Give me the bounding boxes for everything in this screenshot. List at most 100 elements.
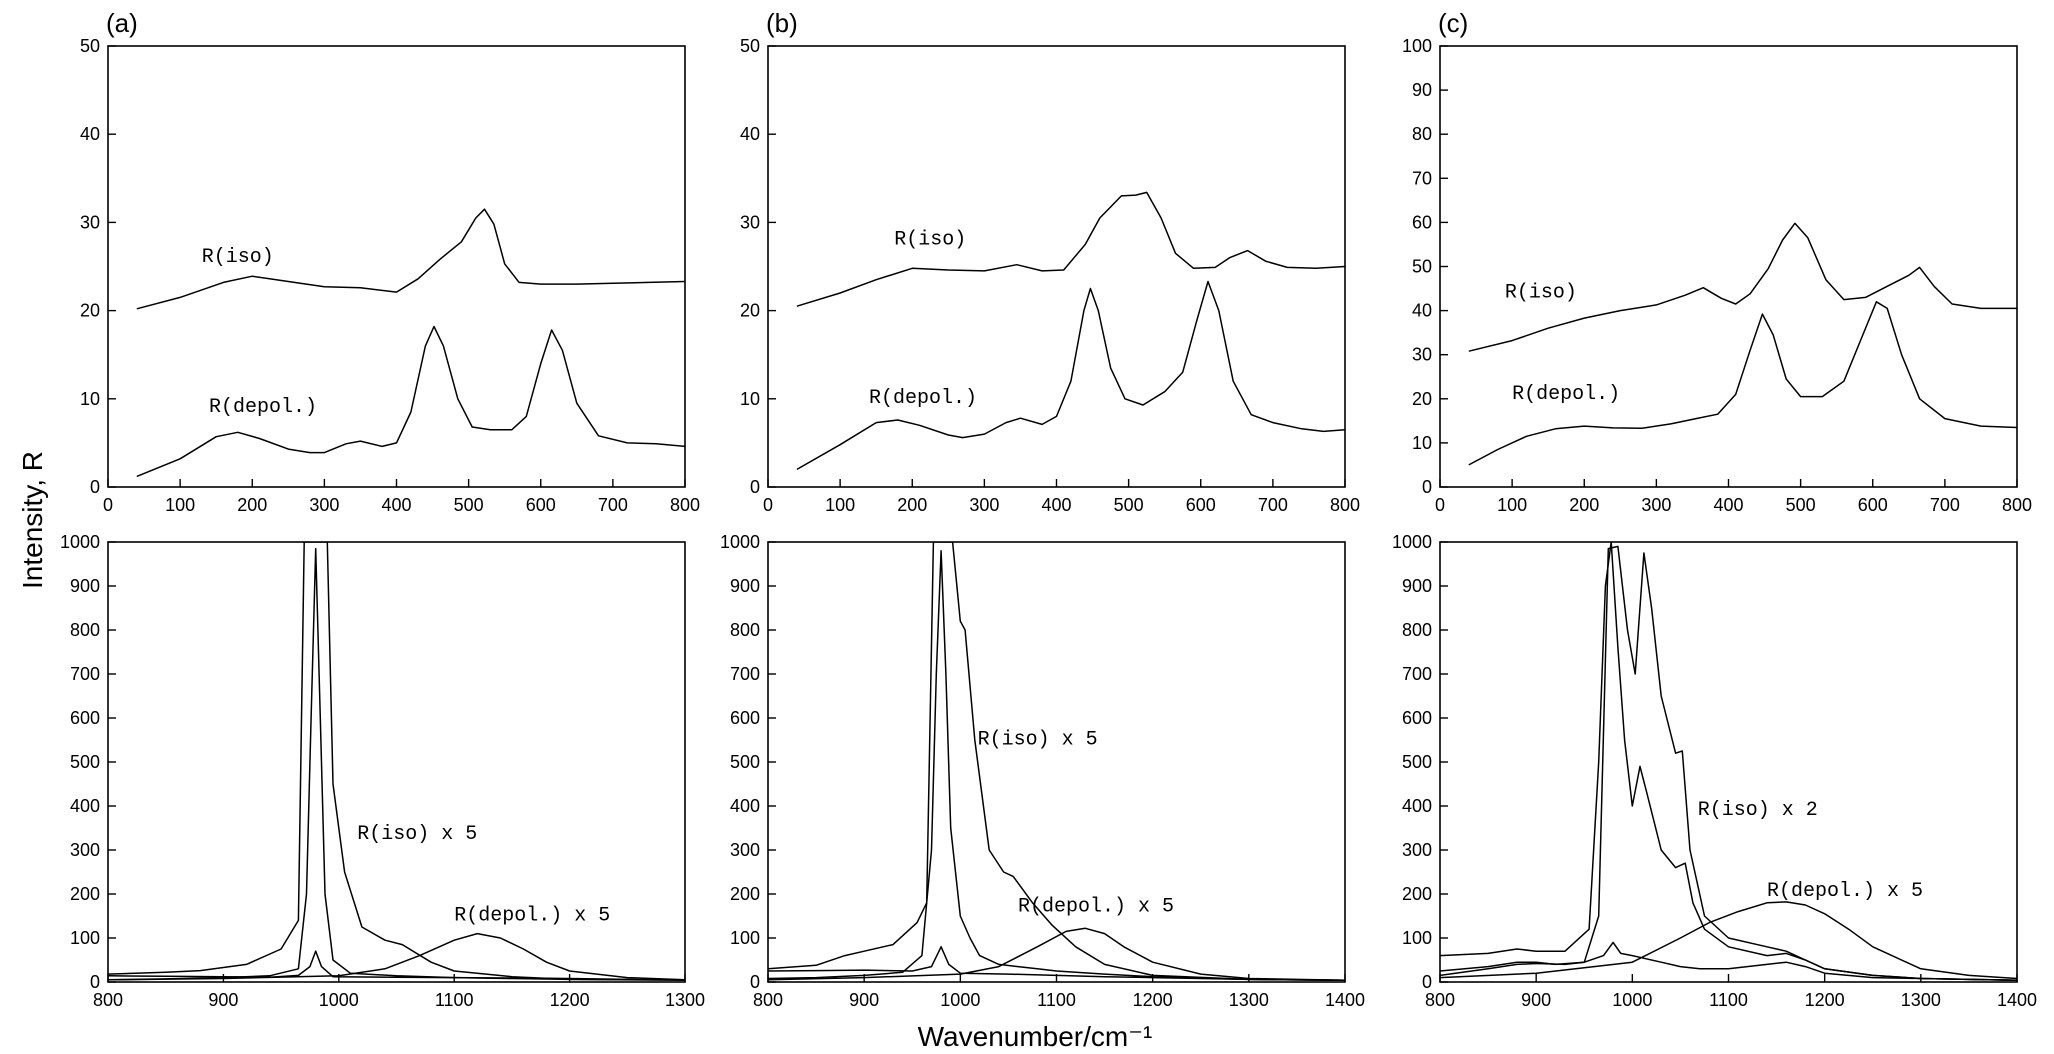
series-annotation: R(iso) (1505, 281, 1577, 304)
x-tick-label: 700 (1930, 495, 1960, 515)
y-tick-label: 50 (80, 36, 100, 56)
y-tick-label: 400 (70, 796, 100, 816)
y-tick-label: 300 (1402, 840, 1432, 860)
y-tick-label: 20 (80, 301, 100, 321)
y-tick-label: 40 (80, 124, 100, 144)
x-tick-label: 900 (1521, 990, 1551, 1010)
x-tick-label: 800 (670, 495, 700, 515)
x-tick-label: 800 (1330, 495, 1360, 515)
x-tick-label: 1200 (550, 990, 590, 1010)
y-tick-label: 20 (740, 301, 760, 321)
y-tick-label: 500 (1402, 752, 1432, 772)
y-tick-label: 0 (750, 972, 760, 992)
y-tick-label: 0 (750, 477, 760, 497)
x-tick-label: 1300 (665, 990, 705, 1010)
x-tick-label: 800 (93, 990, 123, 1010)
x-tick-label: 600 (1186, 495, 1216, 515)
y-tick-label: 10 (1412, 433, 1432, 453)
y-tick-label: 900 (1402, 576, 1432, 596)
x-tick-label: 800 (753, 990, 783, 1010)
x-tick-label: 200 (897, 495, 927, 515)
series-annotation: R(depol.) (1512, 383, 1620, 406)
y-tick-label: 900 (730, 576, 760, 596)
series-annotation: R(depol.) (869, 387, 977, 410)
y-tick-label: 300 (70, 840, 100, 860)
y-tick-label: 50 (740, 36, 760, 56)
series-line-1 (1468, 222, 2017, 352)
y-tick-label: 800 (70, 620, 100, 640)
y-tick-label: 0 (1422, 972, 1432, 992)
y-tick-label: 100 (1402, 36, 1432, 56)
series-annotation: R(iso) (894, 228, 966, 251)
panel-b-bottom: 800 900 1000 1100 1200 1300 1400 0 100 200 300 400 5… (720, 532, 1365, 1010)
series-line-2 (108, 547, 685, 981)
y-axis-label: Intensity, R (17, 451, 48, 589)
x-tick-label: 1300 (1229, 990, 1269, 1010)
x-tick-label: 300 (309, 495, 339, 515)
panel-a-bottom: 800 900 1000 1100 1200 1300 0 100 200 300 400 500 60… (60, 532, 705, 1010)
y-tick-label: 400 (730, 796, 760, 816)
y-tick-label: 30 (80, 212, 100, 232)
y-tick-label: 100 (1402, 928, 1432, 948)
x-tick-label: 100 (1497, 495, 1527, 515)
x-tick-label: 0 (103, 495, 113, 515)
series-annotation: R(iso) x 2 (1698, 799, 1818, 822)
series-group (1468, 222, 2017, 466)
series-group (768, 542, 1345, 981)
y-tick-label: 70 (1412, 168, 1432, 188)
x-tick-label: 1400 (1325, 990, 1365, 1010)
y-tick-label: 30 (740, 212, 760, 232)
y-tick-label: 1000 (720, 532, 760, 552)
x-tick-label: 400 (381, 495, 411, 515)
y-tick-label: 80 (1412, 124, 1432, 144)
y-tick-label: 200 (70, 884, 100, 904)
y-tick-label: 200 (730, 884, 760, 904)
panel-b-top: 0 100 200 300 400 500 600 700 800 0 10 20 30 40 50 (b) R… (740, 8, 1360, 515)
y-tick-label: 600 (1402, 708, 1432, 728)
x-tick-label: 700 (598, 495, 628, 515)
y-tick-label: 1000 (1392, 532, 1432, 552)
x-tick-label: 300 (969, 495, 999, 515)
series-group (108, 542, 685, 981)
panels: 0 100 200 300 400 500 600 700 80001020304050(a)R… (60, 8, 2037, 1010)
y-tick-label: 900 (70, 576, 100, 596)
y-tick-label: 10 (80, 389, 100, 409)
y-tick-label: 50 (1412, 257, 1432, 277)
series-annotation: R(depol.) (209, 396, 317, 419)
x-tick-label: 1100 (1037, 990, 1076, 1010)
x-tick-label: 1100 (435, 990, 474, 1010)
y-tick-label: 200 (1402, 884, 1432, 904)
x-tick-label: 1300 (1901, 990, 1941, 1010)
y-tick-label: 800 (730, 620, 760, 640)
series-group (136, 208, 685, 478)
x-tick-label: 1200 (1805, 990, 1845, 1010)
series-line-3 (768, 542, 1345, 981)
x-tick-label: 1100 (1709, 990, 1748, 1010)
y-tick-label: 800 (1402, 620, 1432, 640)
panel-a-top: 0 100 200 300 400 500 600 700 800 0 10 20 30 40 50 (a) R… (80, 8, 700, 515)
plot-frame (1439, 45, 2018, 488)
y-tick-label: 600 (730, 708, 760, 728)
x-tick-label: 700 (1258, 495, 1288, 515)
x-tick-label: 500 (454, 495, 484, 515)
y-tick-label: 60 (1412, 212, 1432, 232)
series-line-3 (108, 542, 685, 981)
x-tick-label: 600 (526, 495, 556, 515)
series-group (796, 191, 1345, 471)
x-tick-label: 1200 (1133, 990, 1173, 1010)
y-tick-label: 700 (730, 664, 760, 684)
x-tick-label: 500 (1114, 495, 1144, 515)
panel-label: (c) (1438, 8, 1468, 38)
series-line-2 (136, 325, 685, 478)
y-tick-label: 700 (70, 664, 100, 684)
y-tick-label: 400 (1402, 796, 1432, 816)
y-tick-label: 300 (730, 840, 760, 860)
x-tick-label: 400 (1041, 495, 1071, 515)
y-tick-label: 40 (1412, 301, 1432, 321)
series-line-4 (1440, 901, 2017, 980)
y-tick-label: 10 (740, 389, 760, 409)
x-tick-label: 1000 (1612, 990, 1652, 1010)
y-tick-label: 100 (70, 928, 100, 948)
y-tick-label: 1000 (60, 532, 100, 552)
